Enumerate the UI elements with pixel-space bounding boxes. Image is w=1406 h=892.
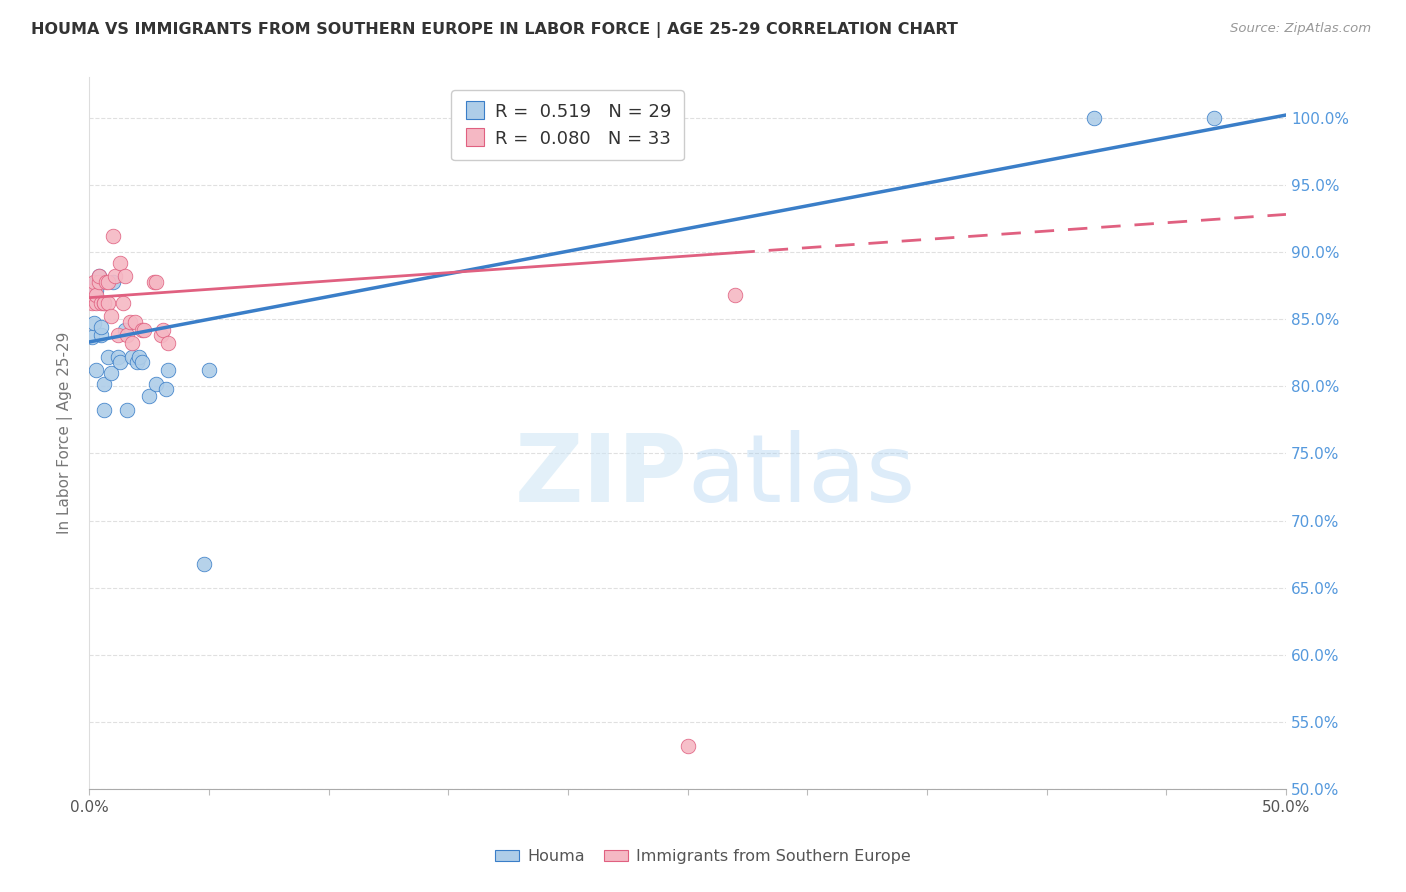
Point <box>90 320 112 334</box>
Point <box>155 382 177 396</box>
Point <box>676 739 699 754</box>
Point <box>121 336 143 351</box>
Point <box>101 228 124 243</box>
Point <box>131 355 153 369</box>
Point <box>101 275 124 289</box>
Point <box>117 403 139 417</box>
Point <box>83 283 105 297</box>
Point <box>87 269 110 284</box>
Point <box>100 310 122 324</box>
Point <box>93 403 115 417</box>
Point <box>97 350 120 364</box>
Point <box>80 329 103 343</box>
Y-axis label: In Labor Force | Age 25-29: In Labor Force | Age 25-29 <box>58 332 73 534</box>
Point <box>93 296 115 310</box>
Point <box>97 275 120 289</box>
Text: HOUMA VS IMMIGRANTS FROM SOUTHERN EUROPE IN LABOR FORCE | AGE 25-29 CORRELATION : HOUMA VS IMMIGRANTS FROM SOUTHERN EUROPE… <box>31 22 957 38</box>
Point <box>134 323 156 337</box>
Point <box>157 336 180 351</box>
Point <box>198 363 221 377</box>
Point <box>157 363 180 377</box>
Point <box>87 269 110 284</box>
Point <box>142 275 165 289</box>
Point <box>110 355 132 369</box>
Point <box>87 275 110 289</box>
Point <box>117 328 139 343</box>
Point <box>93 296 115 310</box>
Text: ZIP: ZIP <box>515 430 688 522</box>
Point <box>125 355 148 369</box>
Point <box>90 296 112 310</box>
Point <box>114 323 136 337</box>
Point <box>93 376 115 391</box>
Legend: Houma, Immigrants from Southern Europe: Houma, Immigrants from Southern Europe <box>489 843 917 871</box>
Point <box>1204 111 1226 125</box>
Point <box>145 275 167 289</box>
Point <box>86 288 108 302</box>
Point <box>111 296 134 310</box>
Point <box>86 363 108 377</box>
Point <box>100 366 122 380</box>
Point <box>86 283 108 297</box>
Point <box>110 256 132 270</box>
Point <box>107 328 129 343</box>
Point <box>90 328 112 343</box>
Point <box>131 323 153 337</box>
Point <box>83 316 105 330</box>
Point <box>128 350 150 364</box>
Legend: R =  0.519   N = 29, R =  0.080   N = 33: R = 0.519 N = 29, R = 0.080 N = 33 <box>451 90 683 161</box>
Point <box>97 296 120 310</box>
Point <box>124 315 146 329</box>
Point <box>86 296 108 310</box>
Text: Source: ZipAtlas.com: Source: ZipAtlas.com <box>1230 22 1371 36</box>
Point <box>149 328 172 343</box>
Point <box>107 350 129 364</box>
Point <box>94 275 117 289</box>
Point <box>86 275 108 289</box>
Point <box>138 389 160 403</box>
Text: atlas: atlas <box>688 430 915 522</box>
Point <box>145 376 167 391</box>
Point <box>83 275 105 289</box>
Point <box>121 350 143 364</box>
Point <box>193 557 215 571</box>
Point <box>80 296 103 310</box>
Point <box>724 288 747 302</box>
Point <box>152 323 174 337</box>
Point <box>104 269 127 284</box>
Point <box>114 269 136 284</box>
Point <box>1083 111 1105 125</box>
Point <box>118 315 141 329</box>
